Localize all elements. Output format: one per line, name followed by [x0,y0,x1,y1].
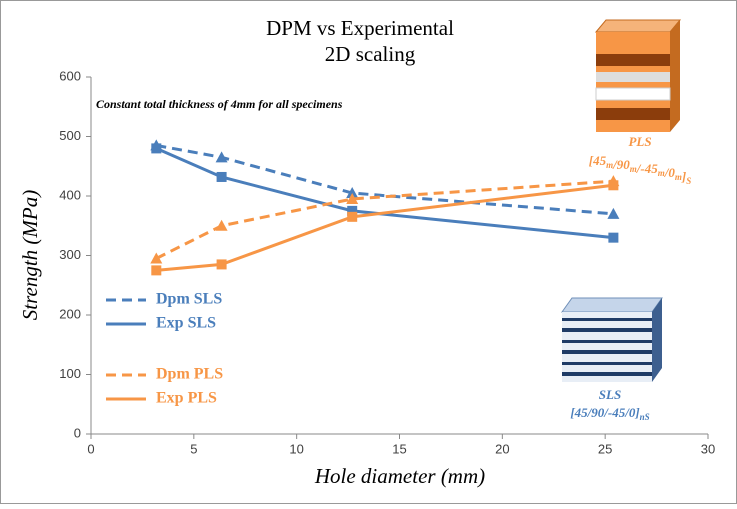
layup-sub: m [606,160,613,170]
marker [347,211,358,222]
y-tick-label: 200 [59,306,81,321]
marker [608,180,619,191]
layup-sub: m [630,164,637,174]
marker [150,252,163,264]
marker [216,171,227,182]
sls-layup: [45/90/-45/0]nS [570,405,649,422]
chart-title: DPM vs Experimental [266,16,454,40]
y-tick-label: 0 [74,425,81,440]
y-tick-label: 600 [59,68,81,83]
layup-sub: m [675,172,682,182]
x-tick-label: 0 [87,441,94,456]
pls-name: PLS [628,134,651,149]
marker [216,259,227,270]
layup-text: /0 [664,165,676,180]
series-line [156,143,614,216]
x-axis-title: Hole diameter (mm) [314,464,485,488]
chart-subtitle: 2D scaling [325,42,416,66]
marker [347,205,358,216]
legend-label: Exp PLS [156,390,217,407]
y-tick-label: 100 [59,366,81,381]
legend-label: Dpm PLS [156,366,223,383]
pls-layup: [45m/90m/-45m/0m]S [589,153,691,186]
pls-illustration [594,19,682,132]
marker [607,207,620,219]
x-tick-label: 25 [598,441,612,456]
x-tick-label: 5 [190,441,197,456]
x-tick-label: 15 [392,441,406,456]
marker [151,143,162,154]
layup-sub: nS [640,412,650,422]
x-tick-label: 20 [495,441,509,456]
layup-text: [45/90/-45/0] [570,405,639,420]
y-tick-label: 300 [59,247,81,262]
sls-illustration [561,297,663,382]
legend-label: Exp SLS [156,315,216,332]
y-tick-label: 500 [59,128,81,143]
layup-text: ] [681,169,686,184]
marker [608,232,619,243]
annotation: Constant total thickness of 4mm for all … [96,97,343,111]
x-tick-label: 10 [289,441,303,456]
layup-sub: m [658,168,665,178]
series-line [156,183,614,272]
x-tick-label: 30 [701,441,715,456]
y-axis-title: Strength (MPa) [18,190,42,320]
marker [215,151,228,163]
legend-label: Dpm SLS [156,291,222,308]
layup-text: /-45 [636,161,658,176]
marker [215,219,228,231]
marker [346,187,359,199]
y-tick-label: 400 [59,187,81,202]
series-line [155,147,614,240]
series-line [155,179,614,260]
layup-sub: S [686,176,691,186]
marker [346,192,359,204]
layup-text: [45 [589,153,607,168]
marker [151,265,162,276]
sls-name: SLS [599,387,621,402]
layup-text: /90 [612,157,630,172]
